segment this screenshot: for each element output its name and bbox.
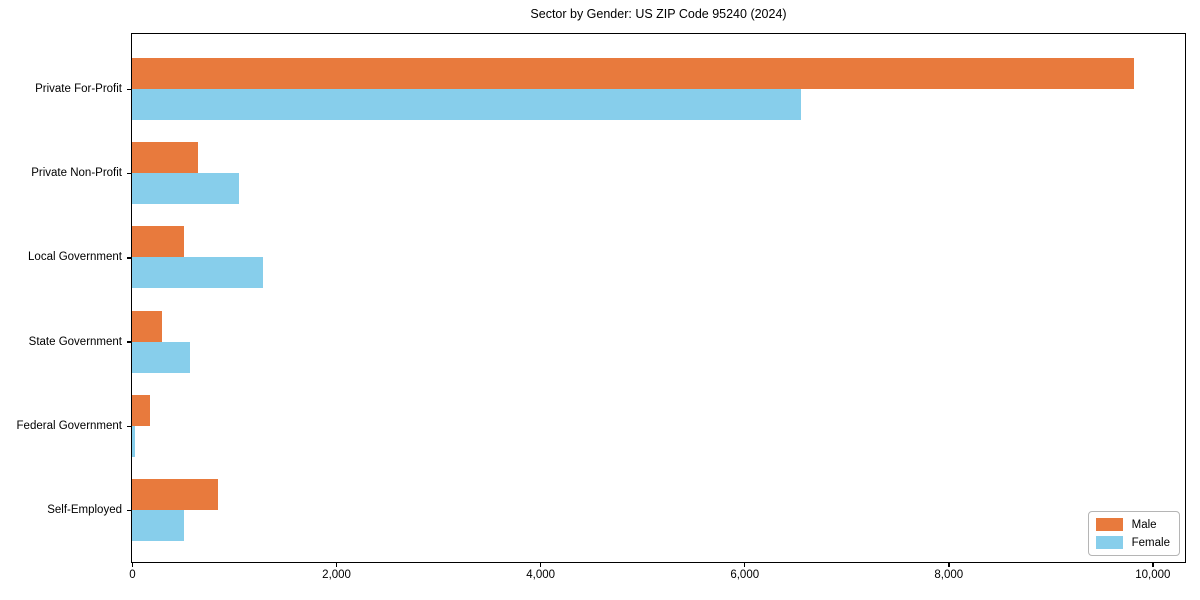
x-tick-label-0: 0 [129, 569, 136, 581]
female-series-swatch [1095, 536, 1123, 549]
category-label-self-employed: Self-Employed [47, 504, 122, 516]
x-tick-0 [131, 563, 134, 567]
bar-female-private-for-profit [132, 89, 802, 120]
y-tick-federal-government [127, 425, 131, 428]
y-tick-state-government [127, 341, 131, 343]
category-label-local-government: Local Government [28, 251, 122, 264]
legend-item-male: Male [1095, 518, 1170, 531]
x-tick-label-2000: 2,000 [322, 569, 351, 581]
bar-male-self-employed [132, 479, 218, 510]
legend-item-female: Female [1095, 536, 1170, 549]
x-tick-4000 [539, 563, 542, 567]
bar-female-federal-government [132, 425, 136, 457]
male-series-swatch [1095, 518, 1123, 531]
category-label-state-government: State Government [28, 335, 122, 348]
y-tick-private-for-profit [127, 88, 131, 91]
x-tick-2000 [335, 563, 338, 567]
bar-female-local-government [132, 257, 263, 289]
bar-male-private-non-profit [132, 142, 199, 174]
bar-female-private-non-profit [132, 173, 240, 205]
bar-male-federal-government [132, 394, 150, 426]
legend-label-female: Female [1131, 536, 1170, 549]
bar-female-state-government [132, 341, 191, 373]
y-tick-self-employed [127, 509, 131, 512]
x-tick-6000 [743, 563, 746, 567]
x-tick-label-4000: 4,000 [526, 569, 556, 581]
legend-label-male: Male [1131, 518, 1157, 531]
x-tick-10000 [1152, 563, 1154, 567]
category-label-private-non-profit: Private Non-Profit [31, 167, 122, 180]
x-tick-8000 [948, 563, 950, 567]
category-label-federal-government: Federal Government [16, 419, 122, 432]
bar-male-local-government [132, 226, 185, 258]
bar-male-private-for-profit [132, 58, 1134, 89]
plot-area: Male Female [131, 33, 1186, 563]
x-tick-label-10000: 10,000 [1135, 569, 1171, 581]
bar-male-state-government [132, 310, 163, 342]
y-tick-local-government [127, 257, 131, 259]
category-label-private-for-profit: Private For-Profit [35, 83, 122, 95]
bar-female-self-employed [132, 510, 185, 541]
y-tick-private-non-profit [127, 172, 131, 175]
chart-title: Sector by Gender: US ZIP Code 95240 (202… [530, 7, 787, 21]
x-tick-label-8000: 8,000 [934, 569, 964, 581]
x-tick-label-6000: 6,000 [730, 569, 760, 581]
legend: Male Female [1087, 511, 1180, 556]
